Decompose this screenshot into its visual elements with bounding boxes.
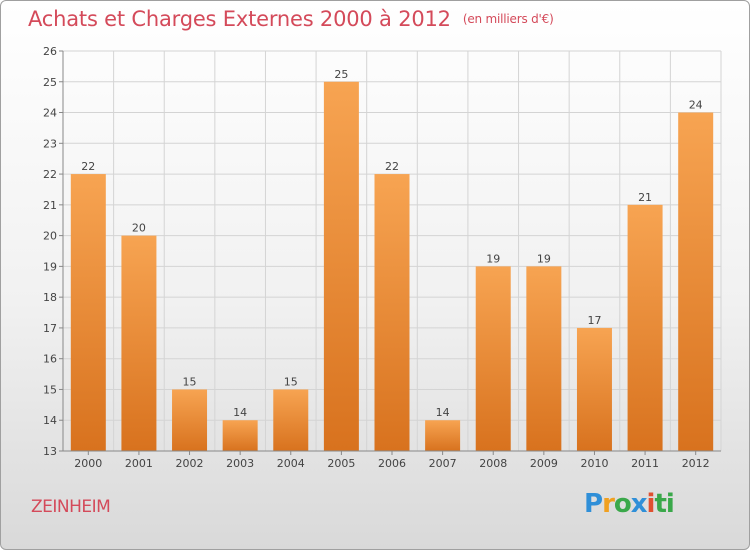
title-unit: (en milliers d'€) bbox=[462, 12, 554, 26]
bar-2006 bbox=[374, 174, 410, 452]
logo-letter: ti bbox=[654, 489, 674, 519]
bar-2000 bbox=[70, 174, 106, 452]
value-label: 25 bbox=[334, 68, 348, 81]
bar-2007 bbox=[425, 420, 461, 451]
y-tick-label: 21 bbox=[43, 199, 57, 212]
x-tick-label: 2009 bbox=[530, 457, 558, 470]
x-tick-label: 2008 bbox=[479, 457, 507, 470]
commune-name: ZEINHEIM bbox=[31, 497, 111, 517]
value-label: 15 bbox=[183, 375, 197, 388]
y-tick-label: 13 bbox=[43, 445, 57, 458]
logo-letter: i bbox=[646, 489, 656, 519]
x-tick-label: 2002 bbox=[176, 457, 204, 470]
x-tick-label: 2007 bbox=[429, 457, 457, 470]
y-tick-label: 22 bbox=[43, 168, 57, 181]
y-tick-label: 26 bbox=[43, 45, 57, 58]
bar-2005 bbox=[323, 81, 359, 452]
bar-2012 bbox=[678, 112, 714, 452]
y-tick-label: 18 bbox=[43, 291, 57, 304]
bar-2002 bbox=[172, 389, 208, 451]
bar-2010 bbox=[576, 327, 612, 451]
value-label: 17 bbox=[587, 314, 601, 327]
y-tick-label: 23 bbox=[43, 137, 57, 150]
x-tick-label: 2012 bbox=[682, 457, 710, 470]
value-label: 24 bbox=[689, 99, 703, 112]
value-label: 22 bbox=[385, 160, 399, 173]
value-label: 15 bbox=[284, 375, 298, 388]
bar-2003 bbox=[222, 420, 258, 451]
x-tick-label: 2011 bbox=[631, 457, 659, 470]
x-tick-label: 2003 bbox=[226, 457, 254, 470]
logo-letter: o bbox=[613, 489, 632, 519]
logo-letter: P bbox=[584, 489, 603, 519]
x-tick-label: 2000 bbox=[74, 457, 102, 470]
labels: 13 14 15 16 17 18 19 20 21 22 23 24 25 26 22 2000 20 2001… bbox=[43, 45, 710, 470]
value-label: 14 bbox=[233, 406, 247, 419]
bar-2004 bbox=[273, 389, 309, 451]
y-tick-label: 15 bbox=[43, 383, 57, 396]
value-label: 20 bbox=[132, 222, 146, 235]
y-tick-label: 16 bbox=[43, 353, 57, 366]
x-tick-label: 2001 bbox=[125, 457, 153, 470]
y-tick-label: 14 bbox=[43, 414, 57, 427]
bar-2001 bbox=[121, 235, 157, 451]
y-tick-label: 24 bbox=[43, 107, 57, 120]
x-tick-label: 2010 bbox=[580, 457, 608, 470]
title-text: Achats et Charges Externes 2000 à 2012 bbox=[28, 7, 451, 31]
x-tick-label: 2005 bbox=[327, 457, 355, 470]
bar-2009 bbox=[526, 266, 562, 451]
value-label: 14 bbox=[436, 406, 450, 419]
x-tick-label: 2006 bbox=[378, 457, 406, 470]
bar-2008 bbox=[475, 266, 511, 451]
logo-letter: x bbox=[630, 489, 648, 519]
value-label: 19 bbox=[537, 252, 551, 265]
value-label: 21 bbox=[638, 191, 652, 204]
x-tick-label: 2004 bbox=[277, 457, 305, 470]
y-tick-label: 25 bbox=[43, 76, 57, 89]
axes bbox=[59, 50, 721, 455]
y-tick-label: 19 bbox=[43, 260, 57, 273]
bars bbox=[70, 81, 714, 452]
bar-2011 bbox=[627, 204, 663, 451]
chart-title: Achats et Charges Externes 2000 à 2012 (e… bbox=[28, 7, 554, 31]
value-label: 22 bbox=[81, 160, 95, 173]
logo-letter: r bbox=[602, 489, 615, 519]
proxiti-logo: Proxiti bbox=[584, 489, 675, 519]
y-tick-label: 20 bbox=[43, 230, 57, 243]
y-tick-label: 17 bbox=[43, 322, 57, 335]
value-label: 19 bbox=[486, 252, 500, 265]
